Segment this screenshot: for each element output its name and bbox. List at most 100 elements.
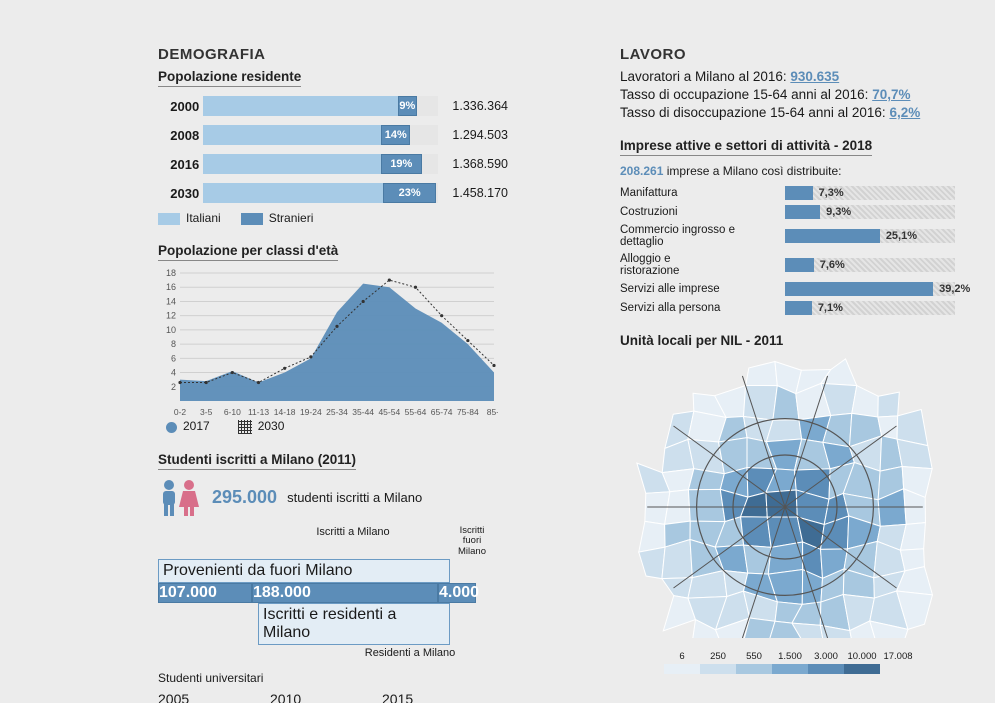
map-legend-swatch bbox=[700, 664, 736, 674]
svg-text:25-34: 25-34 bbox=[326, 407, 348, 417]
sector-bar bbox=[785, 258, 814, 272]
imprese-chart: Manifattura7,3%Costruzioni9,3%Commercio … bbox=[620, 186, 960, 315]
svg-text:18: 18 bbox=[166, 269, 176, 278]
pop-res-legend: Italiani Stranieri bbox=[158, 211, 508, 225]
pop-bar-stranieri: 23% bbox=[383, 183, 437, 203]
studenti-summary: 295.000 studenti iscritti a Milano bbox=[158, 478, 508, 518]
svg-text:6-10: 6-10 bbox=[224, 407, 241, 417]
sector-label: Servizi alle imprese bbox=[620, 283, 785, 295]
pop-bar: 23% bbox=[203, 183, 438, 203]
pop-age-legend: 2017 2030 bbox=[166, 419, 508, 434]
lavoro-title: LAVORO bbox=[620, 46, 960, 63]
cell-107k: 107.000 bbox=[158, 583, 252, 603]
mappa bbox=[620, 358, 960, 643]
sector-bar-bg: 9,3% bbox=[785, 205, 955, 219]
cell-188k: 188.000 bbox=[252, 583, 438, 603]
sector-bar-bg: 7,1% bbox=[785, 301, 955, 315]
map-legend-tick: 3.000 bbox=[808, 651, 844, 662]
uni-year: 2010 bbox=[270, 691, 370, 703]
col-lavoro: LAVORO Lavoratori a Milano al 2016: 930.… bbox=[620, 46, 960, 674]
legend-label-2030: 2030 bbox=[258, 419, 285, 433]
legend-marker-2030 bbox=[238, 420, 252, 434]
svg-text:12: 12 bbox=[166, 311, 176, 321]
sector-label: Commercio ingrosso edettaglio bbox=[620, 224, 785, 248]
sector-label: Costruzioni bbox=[620, 206, 785, 218]
sector-pct: 7,6% bbox=[820, 258, 845, 272]
pop-bar-stranieri: 14% bbox=[381, 125, 410, 145]
map-legend-tick: 550 bbox=[736, 651, 772, 662]
legend-label-italiani: Italiani bbox=[186, 211, 221, 225]
map-legend-tick: 250 bbox=[700, 651, 736, 662]
sector-bar bbox=[785, 229, 880, 243]
svg-text:55-64: 55-64 bbox=[405, 407, 427, 417]
map-legend-tick: 17.008 bbox=[880, 651, 916, 662]
svg-text:85+: 85+ bbox=[487, 407, 498, 417]
pop-row: 200814%1.294.503 bbox=[158, 124, 508, 146]
svg-text:6: 6 bbox=[171, 353, 176, 363]
pop-age-title: Popolazione per classi d'età bbox=[158, 243, 508, 261]
uni-col: 2010166.280+12% bbox=[270, 691, 370, 703]
studenti-count-label: studenti iscritti a Milano bbox=[287, 490, 422, 505]
pop-bar-italiani bbox=[203, 154, 380, 174]
page: DEMOGRAFIA Popolazione residente 20009%1… bbox=[0, 0, 995, 703]
pop-total: 1.368.590 bbox=[452, 157, 508, 171]
lav-line-2: Tasso di occupazione 15-64 anni al 2016:… bbox=[620, 87, 960, 102]
sector-row: Alloggio eristorazione7,6% bbox=[620, 253, 960, 277]
pop-bar-italiani bbox=[203, 125, 381, 145]
sector-bar-bg: 7,6% bbox=[785, 258, 955, 272]
map-legend-swatch bbox=[664, 664, 700, 674]
sector-bar bbox=[785, 301, 812, 315]
mappa-title: Unità locali per NIL - 2011 bbox=[620, 333, 960, 348]
pop-age-chart: 246810121416180-23-56-1011-1314-1819-242… bbox=[158, 269, 498, 399]
sector-row: Commercio ingrosso edettaglio25,1% bbox=[620, 224, 960, 248]
legend-swatch-italiani bbox=[158, 213, 180, 225]
pop-row: 20009%1.336.364 bbox=[158, 95, 508, 117]
svg-text:8: 8 bbox=[171, 339, 176, 349]
hdr-iscritti: Iscritti a Milano bbox=[258, 524, 448, 559]
sector-bar bbox=[785, 282, 933, 296]
cell-4k: 4.000 bbox=[438, 583, 476, 603]
legend-marker-2017 bbox=[166, 422, 177, 433]
svg-text:0-2: 0-2 bbox=[174, 407, 187, 417]
map-legend-swatch bbox=[772, 664, 808, 674]
universitari-title: Studenti universitari bbox=[158, 671, 508, 685]
studenti-diagram: Iscritti a Milano Iscritti fuori Milano … bbox=[158, 524, 508, 661]
sector-row: Servizi alle imprese39,2% bbox=[620, 282, 960, 296]
map-legend-tick: 10.000 bbox=[844, 651, 880, 662]
sector-pct: 7,3% bbox=[819, 186, 844, 200]
map-legend-swatch bbox=[844, 664, 880, 674]
legend-swatch-stranieri bbox=[241, 213, 263, 225]
pop-res-title: Popolazione residente bbox=[158, 69, 508, 87]
uni-year: 2015 bbox=[382, 691, 482, 703]
sector-pct: 7,1% bbox=[818, 301, 843, 315]
sector-bar-bg: 25,1% bbox=[785, 229, 955, 243]
map-legend-swatch bbox=[808, 664, 844, 674]
people-icon bbox=[158, 478, 202, 518]
sector-row: Servizi alla persona7,1% bbox=[620, 301, 960, 315]
pop-year: 2016 bbox=[158, 157, 203, 172]
svg-text:10: 10 bbox=[166, 325, 176, 335]
studenti-count: 295.000 bbox=[212, 487, 277, 508]
sector-bar bbox=[785, 186, 813, 200]
sector-bar-bg: 7,3% bbox=[785, 186, 955, 200]
row-prov-fuori: Provenienti da fuori Milano bbox=[158, 559, 450, 583]
svg-text:3-5: 3-5 bbox=[200, 407, 213, 417]
svg-text:45-54: 45-54 bbox=[378, 407, 400, 417]
sector-row: Manifattura7,3% bbox=[620, 186, 960, 200]
pop-bar: 19% bbox=[203, 154, 438, 174]
row-iscritti-residenti: Iscritti e residenti a Milano bbox=[258, 603, 450, 645]
lav-line-3: Tasso di disoccupazione 15-64 anni al 20… bbox=[620, 105, 960, 120]
sector-row: Costruzioni9,3% bbox=[620, 205, 960, 219]
svg-text:14-18: 14-18 bbox=[274, 407, 296, 417]
pop-bar-italiani bbox=[203, 183, 383, 203]
pop-bar-stranieri: 19% bbox=[381, 154, 423, 174]
demografia-title: DEMOGRAFIA bbox=[158, 46, 508, 63]
pop-row: 2030 23% 1.458.170 bbox=[158, 182, 508, 204]
pop-year: 2000 bbox=[158, 99, 203, 114]
pop-total: 1.458.170 bbox=[452, 186, 508, 200]
legend-label-2017: 2017 bbox=[183, 419, 210, 433]
imprese-subtitle: 208.261 imprese a Milano così distribuit… bbox=[620, 164, 960, 178]
row-residenti: Residenti a Milano bbox=[328, 645, 492, 661]
imprese-title: Imprese attive e settori di attività - 2… bbox=[620, 138, 960, 156]
pop-year: 2030 bbox=[158, 186, 203, 201]
